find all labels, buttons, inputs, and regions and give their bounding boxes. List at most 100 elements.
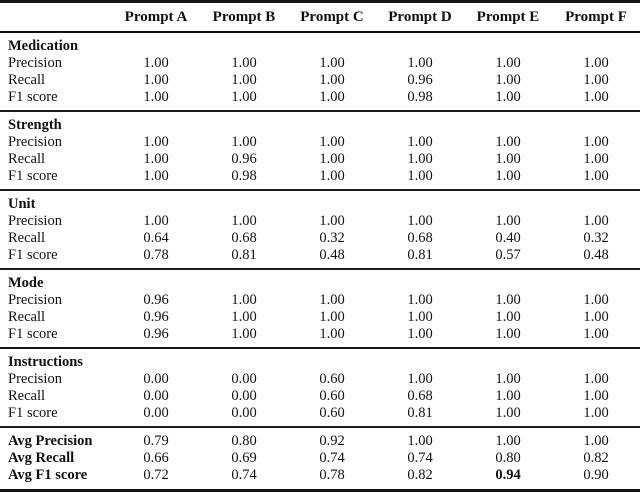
summary-value: 0.66 (143, 450, 169, 466)
metric-value: 1.00 (143, 168, 169, 184)
column-header-prompt-f: Prompt F (565, 9, 627, 25)
summary-value: 0.94 (495, 467, 521, 483)
section-strength: Strength Precision 1.00 1.00 1.00 1.00 1.00 1.0… (0, 111, 640, 190)
metric-row: Precision 1.00 1.00 1.00 1.00 1.00 1.00 (0, 55, 640, 72)
metric-value: 1.00 (231, 309, 257, 325)
section-title-row: Mode (0, 269, 640, 292)
empty-cell (464, 111, 552, 134)
metric-value: 0.96 (143, 292, 169, 308)
metric-value: 1.00 (583, 151, 609, 167)
metric-value: 0.96 (231, 151, 257, 167)
metric-value: 0.57 (495, 247, 521, 263)
metric-value: 1.00 (319, 326, 345, 342)
metric-value: 1.00 (495, 292, 521, 308)
column-header-prompt-d: Prompt D (388, 9, 452, 25)
table-header: Prompt A Prompt B Prompt C Prompt D Prompt E… (0, 2, 640, 32)
metric-value: 0.00 (231, 371, 257, 387)
metric-value: 0.48 (583, 247, 609, 263)
metric-value: 0.81 (407, 405, 433, 421)
metric-row: Recall 0.00 0.00 0.60 0.68 1.00 1.00 (0, 388, 640, 405)
metric-value: 0.00 (143, 405, 169, 421)
summary-value: 0.74 (319, 450, 345, 466)
metric-label: Precision (8, 371, 62, 387)
summary-value: 0.80 (231, 433, 257, 449)
metric-value: 1.00 (583, 72, 609, 88)
summary-value: 1.00 (495, 433, 521, 449)
metric-value: 0.96 (407, 72, 433, 88)
metric-value: 1.00 (583, 371, 609, 387)
empty-cell (552, 32, 640, 55)
summary-value: 0.82 (583, 450, 609, 466)
metric-value: 1.00 (583, 55, 609, 71)
metric-value: 1.00 (407, 326, 433, 342)
metric-value: 1.00 (407, 55, 433, 71)
metric-value: 0.98 (231, 168, 257, 184)
metric-value: 0.96 (143, 326, 169, 342)
metric-value: 1.00 (583, 309, 609, 325)
column-header-prompt-e: Prompt E (476, 9, 540, 25)
empty-cell (552, 190, 640, 213)
metric-value: 0.60 (319, 388, 345, 404)
summary-value: 0.74 (407, 450, 433, 466)
metric-value: 1.00 (319, 134, 345, 150)
metric-value: 1.00 (143, 55, 169, 71)
metric-value: 0.60 (319, 405, 345, 421)
metric-value: 1.00 (231, 213, 257, 229)
section-title: Unit (8, 196, 36, 212)
summary-value: 1.00 (583, 433, 609, 449)
section-medication: Medication Precision 1.00 1.00 1.00 1.00 1.00 1… (0, 32, 640, 111)
metric-label: Recall (8, 151, 46, 167)
metric-value: 1.00 (583, 292, 609, 308)
metric-value: 0.64 (143, 230, 169, 246)
section-instructions: Instructions Precision 0.00 0.00 0.60 1.00 1.0… (0, 348, 640, 427)
metric-label: Precision (8, 213, 62, 229)
summary-value: 0.82 (407, 467, 433, 483)
section-title: Strength (8, 117, 62, 133)
metric-value: 1.00 (583, 168, 609, 184)
summary-value: 1.00 (407, 433, 433, 449)
metric-value: 1.00 (407, 371, 433, 387)
metric-value: 0.81 (231, 247, 257, 263)
section-title-row: Instructions (0, 348, 640, 371)
metric-value: 0.00 (231, 405, 257, 421)
metric-row: F1 score 0.00 0.00 0.60 0.81 1.00 1.00 (0, 405, 640, 427)
metric-value: 1.00 (143, 89, 169, 105)
metric-value: 1.00 (143, 213, 169, 229)
empty-cell (376, 32, 464, 55)
summary-label: Avg F1 score (8, 467, 88, 483)
empty-cell (112, 32, 200, 55)
summary-value: 0.69 (231, 450, 257, 466)
section-title: Medication (8, 38, 79, 54)
metric-value: 1.00 (495, 371, 521, 387)
metric-value: 1.00 (143, 72, 169, 88)
metric-value: 0.81 (407, 247, 433, 263)
metric-value: 1.00 (143, 134, 169, 150)
metric-value: 1.00 (407, 134, 433, 150)
metric-row: F1 score 1.00 0.98 1.00 1.00 1.00 1.00 (0, 168, 640, 190)
summary-label: Avg Recall (8, 450, 75, 466)
metric-value: 0.78 (143, 247, 169, 263)
metric-value: 1.00 (231, 55, 257, 71)
section-title-row: Strength (0, 111, 640, 134)
metric-label: F1 score (8, 247, 58, 263)
metric-value: 1.00 (143, 151, 169, 167)
empty-cell (288, 190, 376, 213)
empty-cell (288, 111, 376, 134)
metric-value: 0.32 (583, 230, 609, 246)
empty-cell (200, 190, 288, 213)
metric-value: 1.00 (583, 134, 609, 150)
summary-value: 0.72 (143, 467, 169, 483)
empty-cell (376, 190, 464, 213)
empty-cell (552, 111, 640, 134)
empty-cell (376, 269, 464, 292)
metric-value: 1.00 (407, 309, 433, 325)
metric-row: Recall 0.64 0.68 0.32 0.68 0.40 0.32 (0, 230, 640, 247)
metric-row: F1 score 1.00 1.00 1.00 0.98 1.00 1.00 (0, 89, 640, 111)
empty-cell (376, 348, 464, 371)
empty-cell (288, 32, 376, 55)
summary-value: 0.92 (319, 433, 345, 449)
empty-cell (552, 269, 640, 292)
metric-row: Precision 1.00 1.00 1.00 1.00 1.00 1.00 (0, 134, 640, 151)
metric-value: 1.00 (319, 213, 345, 229)
metric-label: Precision (8, 292, 62, 308)
